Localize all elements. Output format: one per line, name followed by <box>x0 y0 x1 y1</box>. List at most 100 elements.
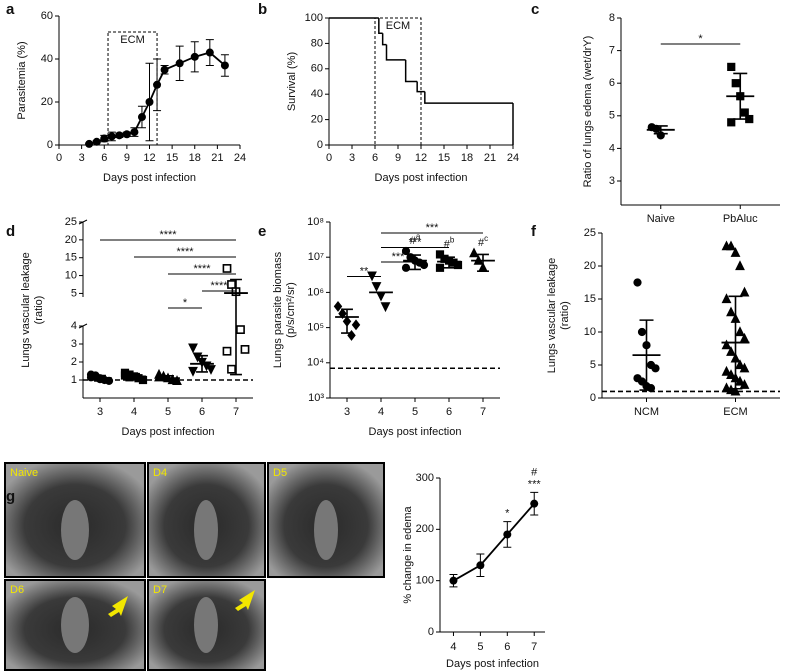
y-tick-label: 60 <box>41 10 53 22</box>
marker <box>206 365 216 375</box>
x-tick-label: 5 <box>412 406 418 418</box>
x-tick-label: 0 <box>326 152 332 164</box>
x-tick-label: 4 <box>378 406 384 418</box>
marker <box>220 61 229 70</box>
x-axis-title: Days post infection <box>375 172 468 184</box>
mri-image: D7 <box>147 579 266 671</box>
marker <box>739 286 750 297</box>
marker <box>137 113 146 122</box>
panel-label: g <box>6 488 15 505</box>
significance: * <box>505 508 510 520</box>
x-tick-label: ECM <box>723 406 747 418</box>
image-label: D7 <box>153 584 167 596</box>
x-tick-label: 4 <box>450 641 456 653</box>
x-tick-label: 5 <box>165 406 171 418</box>
marker <box>205 48 214 57</box>
x-tick-label: 6 <box>372 152 378 164</box>
marker <box>633 278 642 287</box>
x-tick-label: 7 <box>233 406 239 418</box>
x-tick-label: 12 <box>415 152 427 164</box>
marker <box>175 59 184 68</box>
marker <box>333 300 343 312</box>
survival-step <box>385 44 406 61</box>
marker <box>739 379 750 389</box>
significance: * <box>698 33 703 45</box>
y-tick-label: 0 <box>428 626 434 638</box>
y-tick-label: 10³ <box>308 392 324 404</box>
y-tick-label: 4 <box>71 320 77 332</box>
marker <box>351 319 361 331</box>
y-tick-label: 200 <box>416 523 434 535</box>
y-tick-label: 20 <box>584 260 596 272</box>
y-tick-label: 40 <box>311 88 323 100</box>
panel-label: f <box>531 223 537 240</box>
y-tick-label: 7 <box>609 45 615 57</box>
x-tick-label: 0 <box>56 152 62 164</box>
marker <box>735 260 745 271</box>
point-label: #c <box>478 234 488 249</box>
y-axis-title: % change in edema <box>402 506 414 604</box>
x-tick-label: 5 <box>477 641 483 653</box>
point-label-sup: c <box>484 234 488 243</box>
survival-step <box>416 81 425 93</box>
x-axis-title: Days post infection <box>446 658 539 670</box>
marker <box>188 366 198 377</box>
y-axis-title: Parasitemia (%) <box>16 41 28 119</box>
significance: **** <box>210 280 228 292</box>
marker <box>651 364 660 373</box>
marker <box>735 375 745 386</box>
marker <box>419 260 429 270</box>
marker <box>172 375 182 385</box>
point-label-sup: a <box>416 232 421 241</box>
x-tick-label: 3 <box>79 152 85 164</box>
y-axis-title: Ratio of lungs edema (wet/drY) <box>582 36 594 188</box>
point-label-text: # <box>444 238 451 250</box>
x-tick-label: 9 <box>124 152 130 164</box>
marker <box>435 250 445 259</box>
y-tick-label: 25 <box>584 227 596 239</box>
marker <box>85 139 94 148</box>
y-tick-label: 100 <box>416 575 434 587</box>
x-tick-label: 24 <box>234 152 246 164</box>
marker <box>122 130 131 139</box>
significance: * <box>183 297 188 309</box>
sd-bar <box>128 372 140 380</box>
marker <box>735 359 745 370</box>
marker <box>222 346 232 356</box>
x-tick-label: 12 <box>143 152 155 164</box>
marker <box>476 561 485 570</box>
x-tick-label: 21 <box>211 152 223 164</box>
image-label: D5 <box>273 467 287 479</box>
marker <box>726 369 736 379</box>
y-tick-label: 20 <box>311 114 323 126</box>
x-tick-label: 4 <box>131 406 137 418</box>
marker <box>188 343 198 354</box>
x-tick-label: 18 <box>189 152 201 164</box>
marker <box>145 98 154 106</box>
y-tick-label: 2 <box>71 356 77 368</box>
marker <box>735 326 745 337</box>
mri-image: D6 <box>4 579 146 671</box>
y-tick-label: 15 <box>65 252 77 264</box>
x-tick-label: 15 <box>438 152 450 164</box>
marker <box>380 302 391 313</box>
sd-bar <box>733 72 748 120</box>
y-tick-label: 300 <box>416 472 434 484</box>
y-tick-label: 10⁶ <box>307 286 324 298</box>
x-tick-label: 6 <box>199 406 205 418</box>
marker <box>227 280 236 289</box>
y-tick-label: 15 <box>584 293 596 305</box>
y-tick-label: 4 <box>609 142 615 154</box>
marker <box>190 52 199 61</box>
mri-image: D4 <box>147 462 266 578</box>
y-tick-label: 5 <box>609 110 615 122</box>
marker <box>739 362 750 373</box>
y-tick-label: 0 <box>317 139 323 151</box>
significance: *** <box>528 478 542 490</box>
y-tick-label: 20 <box>41 96 53 108</box>
marker <box>92 137 101 146</box>
marker <box>503 530 512 539</box>
significance: **** <box>193 263 211 275</box>
x-tick-label: 3 <box>344 406 350 418</box>
image-label: D6 <box>10 584 24 596</box>
